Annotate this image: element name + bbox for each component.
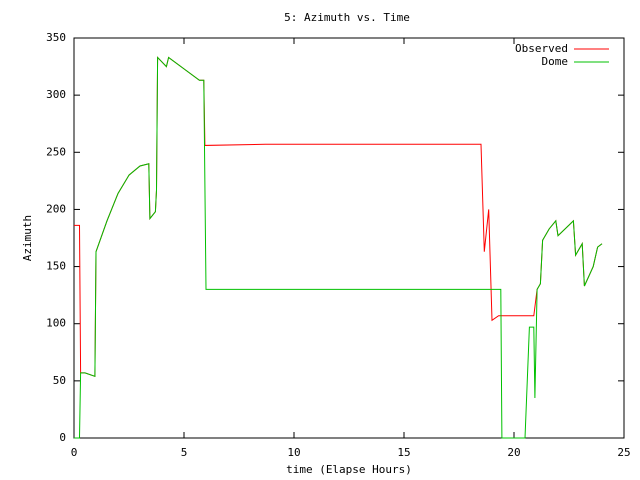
y-tick-label: 300	[46, 88, 66, 101]
y-tick-label: 150	[46, 260, 66, 273]
y-axis-label: Azimuth	[21, 215, 34, 261]
x-tick-label: 15	[397, 446, 410, 459]
chart-title: 5: Azimuth vs. Time	[284, 11, 410, 24]
legend-label: Dome	[542, 55, 569, 68]
series-line	[74, 56, 603, 377]
y-tick-label: 100	[46, 317, 66, 330]
x-tick-label: 20	[507, 446, 520, 459]
x-tick-label: 25	[617, 446, 630, 459]
series-line	[74, 56, 603, 439]
x-axis-label: time (Elapse Hours)	[286, 463, 412, 476]
y-tick-label: 50	[53, 374, 66, 387]
x-tick-label: 5	[181, 446, 188, 459]
y-tick-label: 0	[59, 431, 66, 444]
plot-frame	[73, 37, 625, 439]
y-tick-label: 350	[46, 31, 66, 44]
y-tick-label: 250	[46, 145, 66, 158]
x-tick-label: 0	[71, 446, 78, 459]
y-tick-label: 200	[46, 202, 66, 215]
legend-label: Observed	[515, 42, 568, 55]
x-tick-label: 10	[287, 446, 300, 459]
